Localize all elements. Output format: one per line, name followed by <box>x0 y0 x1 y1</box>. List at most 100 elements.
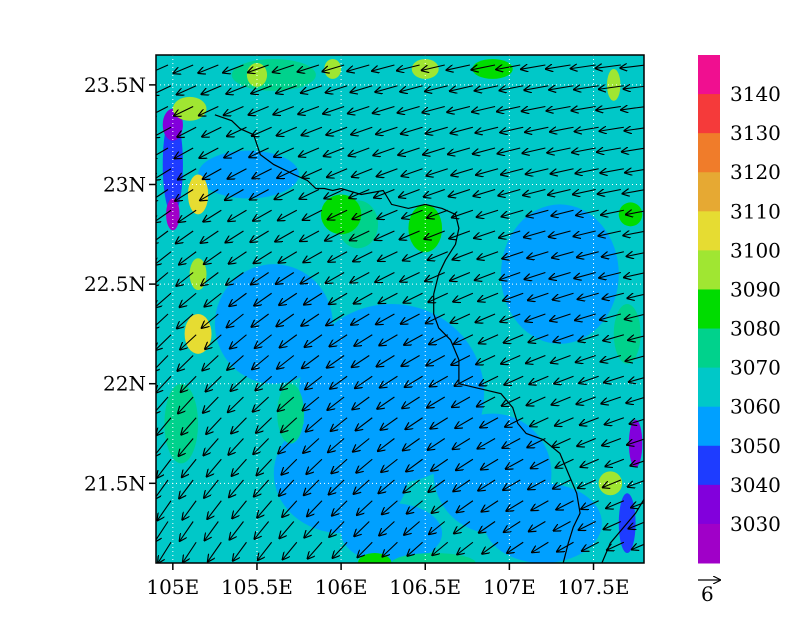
wind-vector <box>304 521 320 538</box>
reference-vector: 6 <box>698 580 720 606</box>
wind-vector <box>575 127 599 131</box>
wind-vector <box>578 479 596 488</box>
wind-vector <box>457 500 474 513</box>
wind-vector <box>479 521 496 533</box>
colorbar-segment <box>698 484 720 525</box>
wind-vector <box>277 126 298 135</box>
wind-vector <box>331 458 348 473</box>
wind-vector <box>305 375 323 389</box>
wind-vector <box>630 459 644 465</box>
wind-vector <box>157 500 172 521</box>
wind-vector <box>173 64 194 73</box>
colorbar-label: 3050 <box>730 434 781 458</box>
wind-vector <box>333 541 348 558</box>
wind-vector <box>602 251 624 257</box>
x-tick-label: 105.5E <box>221 575 293 599</box>
wind-vector <box>522 147 546 153</box>
wind-vector <box>227 355 244 370</box>
wind-vector <box>472 105 496 112</box>
wind-vector <box>226 272 244 285</box>
wind-vector <box>582 541 599 551</box>
wind-vector <box>598 230 621 236</box>
colorbar-label: 3130 <box>730 121 781 145</box>
wind-vector <box>596 107 621 111</box>
wind-vector <box>357 500 373 515</box>
wind-vector <box>479 375 499 385</box>
wind-vector <box>380 375 398 387</box>
wind-vector <box>506 500 524 511</box>
wind-vector <box>373 147 395 155</box>
wind-vector <box>156 272 169 287</box>
wind-vector <box>547 107 571 111</box>
wind-vector <box>452 396 471 407</box>
wind-vector <box>254 292 272 305</box>
wind-vector <box>526 354 546 364</box>
wind-vector <box>306 458 323 474</box>
wind-vector <box>603 479 622 487</box>
wind-vector <box>497 105 521 112</box>
wind-vector <box>404 521 420 535</box>
wind-vector <box>248 64 269 72</box>
wind-vector <box>476 168 499 175</box>
wind-vector <box>456 458 474 470</box>
wind-vector <box>551 209 574 216</box>
wind-vector <box>529 334 549 342</box>
wind-vector <box>378 251 398 261</box>
wind-vector <box>352 355 370 368</box>
colorbar-segment <box>698 406 720 447</box>
colorbar-segment <box>698 289 720 330</box>
wind-vector <box>257 500 273 518</box>
wind-vector <box>356 458 373 472</box>
wind-vector <box>502 209 524 216</box>
wind-vector <box>428 479 446 492</box>
wind-vector <box>551 354 571 363</box>
wind-vector <box>303 209 323 220</box>
wind-vector <box>447 64 471 70</box>
wind-vector <box>496 65 521 69</box>
plot-frame <box>155 54 645 564</box>
wind-vector <box>198 64 219 73</box>
wind-vector <box>156 106 169 117</box>
wind-vector <box>303 251 323 263</box>
wind-vector <box>550 313 571 321</box>
wind-vector <box>532 541 549 552</box>
wind-vector <box>405 417 423 430</box>
wind-vector <box>429 334 448 345</box>
wind-vector <box>327 355 345 368</box>
wind-vector <box>350 230 370 240</box>
wind-vector <box>324 147 345 156</box>
wind-vector <box>258 541 273 560</box>
wind-vector <box>303 438 320 453</box>
wind-vector <box>501 168 524 175</box>
wind-vector <box>279 292 298 305</box>
wind-vector <box>529 375 549 384</box>
wind-vector <box>398 105 420 113</box>
contour-patch-3090 <box>320 194 362 235</box>
wind-vector <box>524 86 549 90</box>
wind-vector <box>579 521 596 531</box>
wind-vector <box>474 230 496 238</box>
wind-vector <box>629 563 646 570</box>
wind-vector <box>504 521 521 533</box>
wind-vector <box>500 126 524 132</box>
wind-vector <box>502 396 521 406</box>
colorbar-label: 3040 <box>730 473 781 497</box>
wind-vector <box>523 188 546 196</box>
wind-vector <box>232 500 247 519</box>
wind-vector <box>425 85 448 92</box>
colorbar-segment <box>698 328 720 369</box>
wind-vector <box>604 375 625 382</box>
wind-vector <box>574 230 596 236</box>
wind-vector <box>451 313 471 323</box>
wind-vector <box>303 396 320 411</box>
wind-vector <box>379 521 395 536</box>
wind-vector <box>329 292 348 304</box>
wind-vector <box>477 396 496 406</box>
wind-vector <box>251 272 269 285</box>
wind-vector <box>469 562 470 563</box>
wind-vector <box>276 85 297 94</box>
wind-vector <box>298 105 320 115</box>
wind-vector <box>529 521 546 532</box>
wind-vector <box>403 251 423 261</box>
